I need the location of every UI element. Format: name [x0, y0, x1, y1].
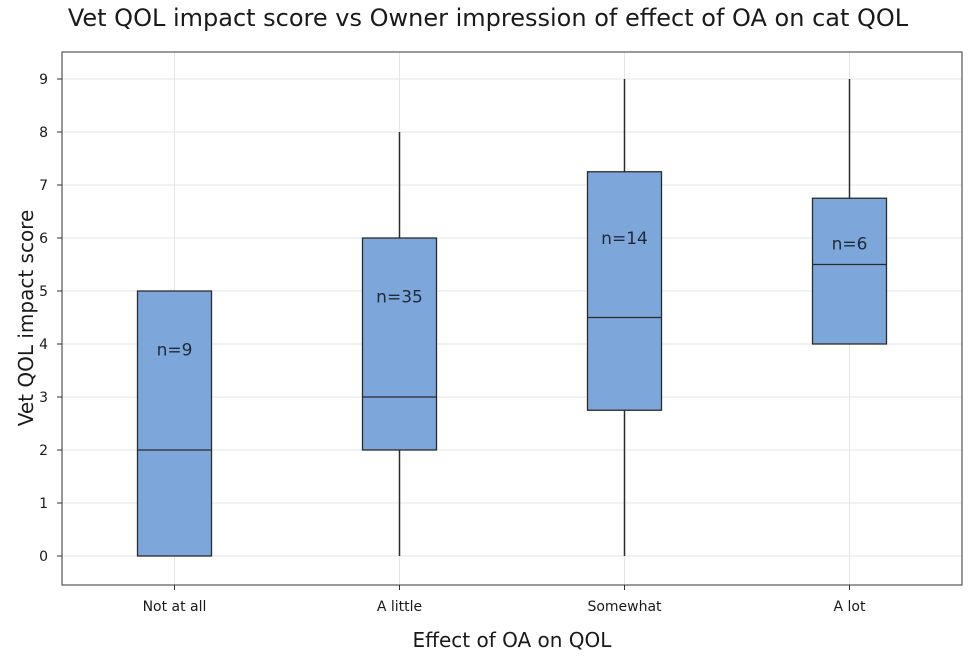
box: [811, 197, 888, 345]
box-group: n=14: [586, 79, 663, 556]
y-tick-label: 7: [39, 178, 48, 194]
box: [136, 290, 213, 557]
n-label: n=6: [832, 234, 868, 254]
n-label: n=35: [376, 287, 423, 307]
plot-frame: [61, 51, 963, 586]
x-tick-label: A little: [377, 599, 422, 615]
box-group: n=35: [361, 132, 438, 556]
y-tick-label: 1: [39, 496, 48, 512]
y-tick-label: 2: [39, 443, 48, 459]
x-tick-label: A lot: [834, 599, 866, 615]
x-axis-label: Effect of OA on QOL: [412, 628, 612, 652]
y-tick-label: 3: [39, 390, 48, 406]
x-tick-label: Not at all: [143, 599, 207, 615]
axis-layer: 0 1 2 3 4 5 6 7 8 9 Not at all A little Somewhat A lo…: [39, 72, 866, 615]
box: [361, 237, 438, 451]
x-tick-label: Somewhat: [587, 599, 662, 615]
n-label: n=14: [601, 229, 648, 249]
y-tick-label: 0: [39, 549, 48, 565]
y-tick-label: 4: [39, 337, 48, 353]
box-layer: n=9 n=35 n=14 n=6: [136, 79, 888, 557]
box-group: n=6: [811, 79, 888, 345]
chart-title: Vet QOL impact score vs Owner impression…: [67, 4, 909, 32]
y-tick-label: 8: [39, 125, 48, 141]
y-tick-label: 5: [39, 284, 48, 300]
n-label: n=9: [157, 340, 193, 360]
box-group: n=9: [136, 290, 213, 557]
y-tick-label: 9: [39, 72, 48, 88]
box: [586, 171, 663, 411]
y-tick-label: 6: [39, 231, 48, 247]
